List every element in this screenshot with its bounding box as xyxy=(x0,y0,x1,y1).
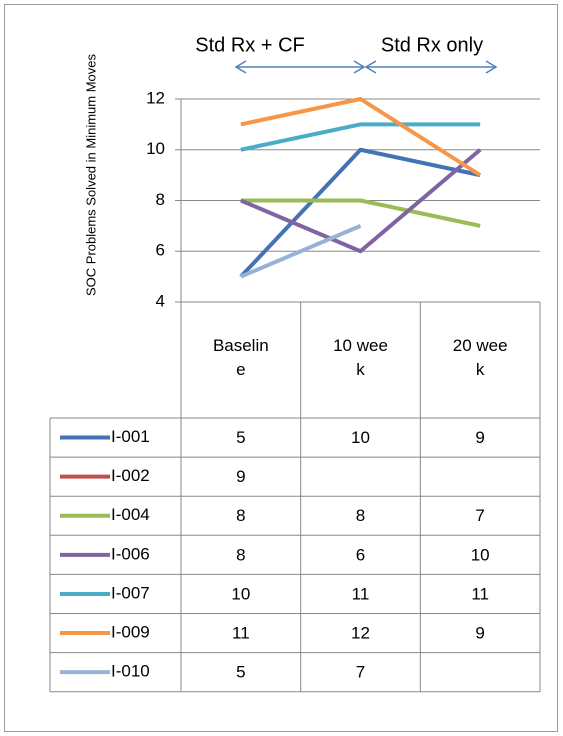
y-tick-label: 8 xyxy=(156,190,165,209)
legend-label: I-006 xyxy=(111,544,150,563)
table-value: 12 xyxy=(351,624,370,643)
legend-label: I-010 xyxy=(111,662,150,681)
table-value: 7 xyxy=(356,663,365,682)
table-value: 8 xyxy=(236,545,245,564)
table-value: 6 xyxy=(356,545,365,564)
table-value: 5 xyxy=(236,428,245,447)
legend-label: I-007 xyxy=(111,583,150,602)
y-axis-title: SOC Problems Solved in Minimum Moves xyxy=(83,53,98,296)
series-line xyxy=(239,147,481,278)
table-value: 8 xyxy=(356,506,365,525)
table-value: 7 xyxy=(475,506,484,525)
table-value: 10 xyxy=(351,428,370,447)
series-line xyxy=(240,97,482,177)
x-tick-label: 10 week xyxy=(333,336,388,379)
annotation: Std Rx + CF xyxy=(195,34,304,56)
table-value: 8 xyxy=(236,506,245,525)
annotation: Std Rx only xyxy=(381,34,483,56)
legend-label: I-009 xyxy=(111,623,150,642)
table-value: 11 xyxy=(471,584,489,603)
table-value: 9 xyxy=(475,428,484,447)
series-line xyxy=(240,148,482,254)
y-tick-label: 10 xyxy=(146,139,165,158)
series-line xyxy=(240,198,481,228)
table-value: 10 xyxy=(471,545,490,564)
series-line xyxy=(240,224,362,279)
series-line xyxy=(240,122,481,152)
y-tick-label: 12 xyxy=(146,88,165,107)
x-tick-label: 20 week xyxy=(452,336,508,379)
legend-label: I-001 xyxy=(111,427,150,446)
table-value: 9 xyxy=(236,467,245,486)
table-value: 9 xyxy=(475,624,484,643)
x-tick-label: Baseline xyxy=(212,336,269,379)
table-value: 11 xyxy=(352,584,370,603)
table-value: 5 xyxy=(236,663,245,682)
arrows xyxy=(234,60,498,74)
legend-label: I-004 xyxy=(111,505,150,524)
y-tick-label: 4 xyxy=(156,291,165,310)
legend-label: I-002 xyxy=(111,466,150,485)
chart-border xyxy=(4,4,558,732)
table-value: 11 xyxy=(232,624,250,643)
table-value: 10 xyxy=(231,584,250,603)
y-tick-label: 6 xyxy=(156,241,165,260)
